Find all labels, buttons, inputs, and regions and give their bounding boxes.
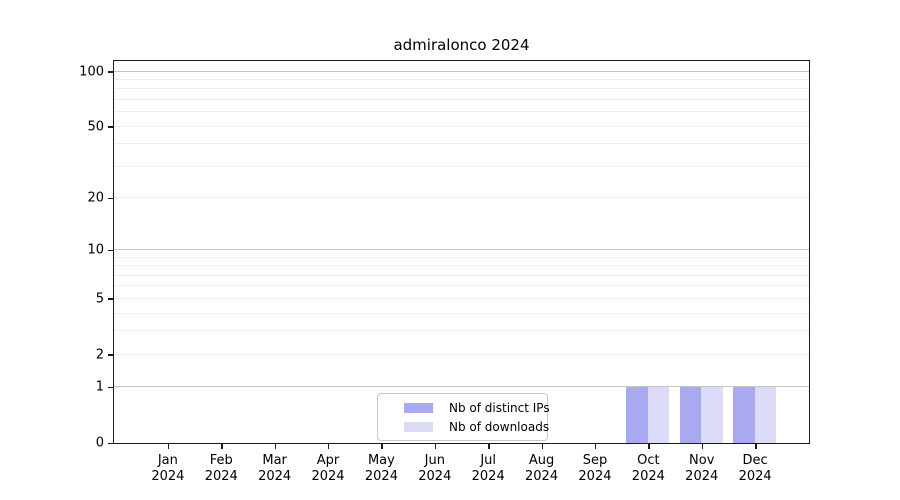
minor-gridline <box>114 330 809 332</box>
x-tick-label: May 2024 <box>364 453 398 485</box>
legend-label-distinct-ips: Nb of distinct IPs <box>449 400 550 415</box>
y-tick-mark <box>108 298 113 300</box>
y-tick-mark <box>108 386 113 389</box>
x-tick-mark <box>221 444 223 449</box>
x-tick-mark <box>488 444 490 449</box>
x-tick-label: Sep 2024 <box>578 453 612 485</box>
y-tick-label: 0 <box>95 435 104 451</box>
x-tick-mark <box>701 444 704 449</box>
y-tick-mark <box>108 126 113 128</box>
bar-distinct-ips <box>679 387 702 443</box>
chart-title: admiralonco 2024 <box>393 36 530 54</box>
y-tick-mark <box>108 197 113 199</box>
y-tick-mark <box>108 249 113 251</box>
y-tick-mark <box>108 71 113 73</box>
y-tick-label: 1 <box>95 379 104 395</box>
minor-gridline <box>114 197 809 199</box>
x-tick-label: Jul 2024 <box>471 453 505 485</box>
x-tick-mark <box>541 444 543 449</box>
minor-gridline <box>114 256 809 258</box>
legend-row-distinct-ips: Nb of distinct IPs <box>404 400 550 416</box>
minor-gridline <box>114 312 809 314</box>
x-tick-label: Oct 2024 <box>631 453 665 485</box>
x-tick-mark <box>434 444 437 449</box>
x-tick-label: Nov 2024 <box>685 453 719 485</box>
bar-downloads <box>647 387 670 443</box>
x-tick-mark <box>167 444 170 449</box>
minor-gridline <box>114 125 809 127</box>
legend-swatch-distinct-ips <box>404 402 433 413</box>
plot-area <box>113 60 810 444</box>
legend-swatch-downloads <box>404 421 433 432</box>
y-tick-label: 2 <box>95 347 104 363</box>
y-tick-mark <box>108 442 113 444</box>
x-tick-label: Jun 2024 <box>418 453 452 485</box>
minor-gridline <box>114 143 809 145</box>
x-tick-label: Mar 2024 <box>258 453 292 485</box>
minor-gridline <box>114 99 809 101</box>
x-tick-label: Jan 2024 <box>151 453 185 485</box>
minor-gridline <box>114 297 809 299</box>
legend-row-downloads: Nb of downloads <box>404 419 550 435</box>
minor-gridline <box>114 165 809 167</box>
minor-gridline <box>114 79 809 81</box>
legend: Nb of distinct IPs Nb of downloads <box>377 393 550 441</box>
major-gridline <box>114 70 809 72</box>
minor-gridline <box>114 111 809 113</box>
bar-distinct-ips <box>626 387 648 443</box>
x-tick-label: Aug 2024 <box>525 453 559 485</box>
y-tick-mark <box>108 354 113 356</box>
bar-distinct-ips <box>733 387 755 443</box>
y-tick-label: 50 <box>87 119 104 135</box>
major-gridline <box>114 249 809 251</box>
x-tick-mark <box>381 444 383 449</box>
legend-label-downloads: Nb of downloads <box>449 419 550 434</box>
minor-gridline <box>114 353 809 355</box>
x-tick-label: Feb 2024 <box>204 453 238 485</box>
x-tick-label: Dec 2024 <box>738 453 772 485</box>
y-tick-label: 100 <box>79 64 104 80</box>
x-tick-mark <box>594 444 597 449</box>
bar-downloads <box>754 387 777 443</box>
minor-gridline <box>114 285 809 287</box>
x-tick-mark <box>328 444 330 449</box>
y-tick-label: 5 <box>95 291 104 307</box>
bar-downloads <box>701 387 723 443</box>
x-tick-label: Apr 2024 <box>311 453 345 485</box>
y-tick-label: 10 <box>87 242 104 258</box>
x-tick-mark <box>755 444 757 449</box>
minor-gridline <box>114 88 809 90</box>
minor-gridline <box>114 274 809 276</box>
minor-gridline <box>114 265 809 267</box>
x-tick-mark <box>648 444 650 449</box>
y-tick-label: 20 <box>87 190 104 206</box>
x-tick-mark <box>274 444 277 449</box>
major-gridline <box>114 386 809 388</box>
